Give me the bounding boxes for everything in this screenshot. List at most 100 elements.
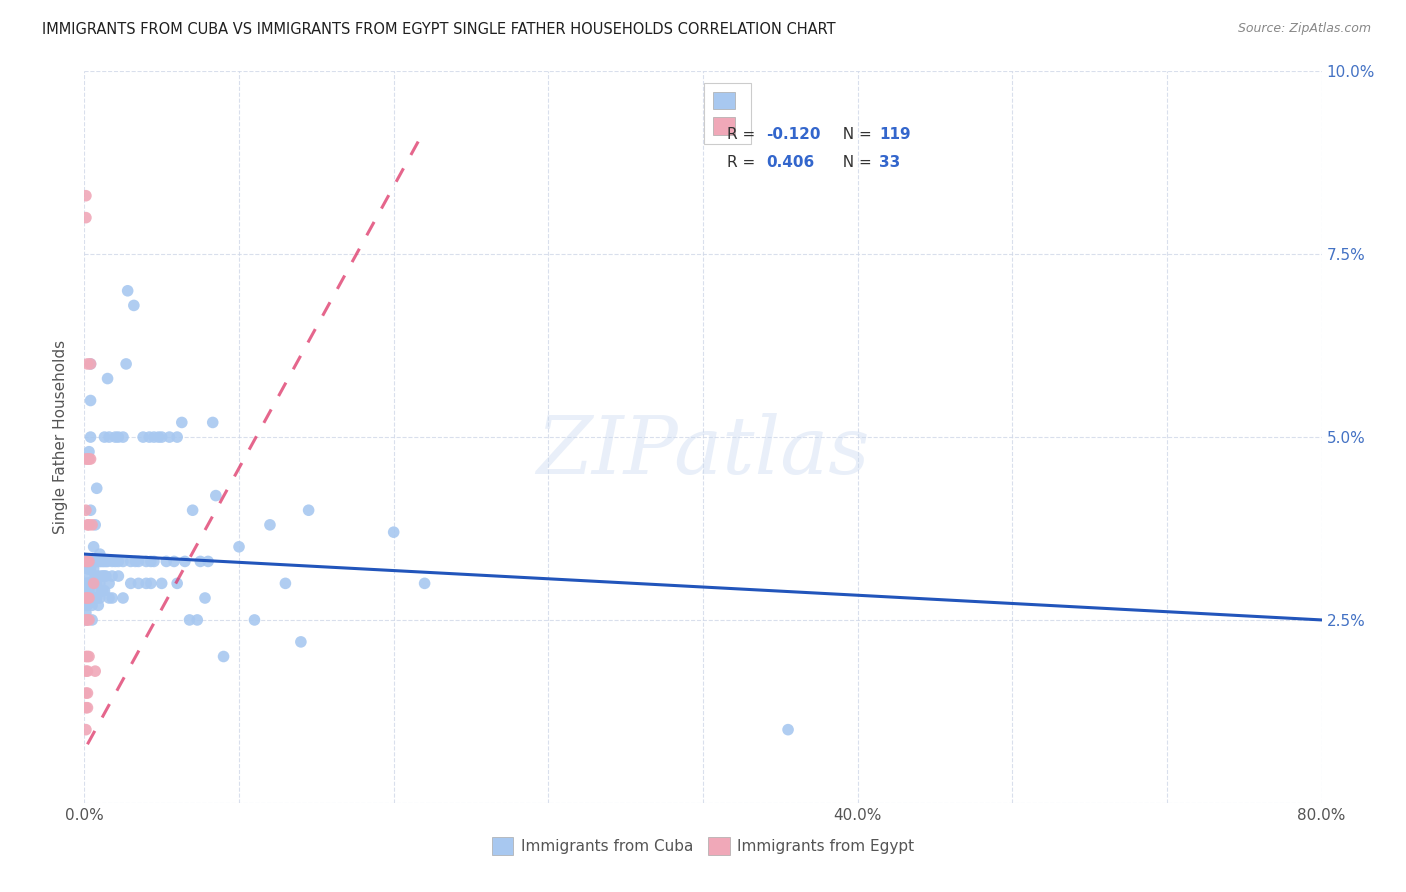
Point bbox=[139, 576, 162, 591]
Point bbox=[115, 357, 138, 371]
Point bbox=[84, 569, 107, 583]
Point bbox=[76, 591, 98, 605]
Point bbox=[90, 554, 112, 568]
Point bbox=[79, 452, 101, 467]
Point bbox=[132, 430, 155, 444]
Point bbox=[117, 284, 139, 298]
Point bbox=[139, 554, 162, 568]
Point bbox=[84, 554, 107, 568]
Point bbox=[75, 686, 97, 700]
Legend: Immigrants from Cuba, Immigrants from Egypt: Immigrants from Cuba, Immigrants from Eg… bbox=[485, 831, 921, 861]
Point bbox=[76, 591, 98, 605]
Text: N =: N = bbox=[832, 128, 876, 142]
Point bbox=[89, 591, 111, 605]
Text: R =: R = bbox=[727, 128, 761, 142]
Point bbox=[93, 583, 115, 598]
Point bbox=[84, 591, 107, 605]
Point bbox=[135, 576, 157, 591]
Point bbox=[75, 613, 97, 627]
Point bbox=[75, 583, 97, 598]
Point bbox=[84, 664, 107, 678]
Point bbox=[93, 430, 115, 444]
Point bbox=[197, 554, 219, 568]
Point bbox=[159, 430, 180, 444]
Point bbox=[77, 562, 100, 576]
Point bbox=[83, 576, 105, 591]
Point bbox=[76, 517, 98, 532]
Point bbox=[143, 430, 166, 444]
Point bbox=[75, 599, 97, 613]
Point bbox=[91, 583, 114, 598]
Point bbox=[413, 576, 436, 591]
Point bbox=[98, 591, 121, 605]
Point bbox=[228, 540, 250, 554]
Point bbox=[79, 357, 101, 371]
Point bbox=[82, 517, 104, 532]
Point bbox=[94, 554, 117, 568]
Point bbox=[212, 649, 235, 664]
Point bbox=[77, 613, 100, 627]
Point bbox=[83, 576, 105, 591]
Point bbox=[79, 576, 101, 591]
Point bbox=[243, 613, 266, 627]
Point bbox=[86, 481, 108, 495]
Point bbox=[83, 554, 105, 568]
Point bbox=[90, 569, 112, 583]
Point bbox=[76, 599, 98, 613]
Point bbox=[76, 562, 98, 576]
Point bbox=[143, 554, 166, 568]
Point bbox=[96, 371, 118, 385]
Point bbox=[91, 569, 114, 583]
Point bbox=[96, 554, 118, 568]
Point bbox=[87, 554, 110, 568]
Point bbox=[77, 517, 100, 532]
Point bbox=[82, 554, 104, 568]
Point bbox=[138, 430, 160, 444]
Point bbox=[77, 649, 100, 664]
Text: ZIPatlas: ZIPatlas bbox=[536, 413, 870, 491]
Point bbox=[76, 613, 98, 627]
Point bbox=[274, 576, 297, 591]
Point bbox=[107, 430, 129, 444]
Point bbox=[94, 569, 117, 583]
Point bbox=[104, 430, 127, 444]
Point bbox=[76, 576, 98, 591]
Point bbox=[179, 613, 201, 627]
Point bbox=[297, 503, 319, 517]
Point bbox=[76, 649, 98, 664]
Point bbox=[83, 591, 105, 605]
Point bbox=[77, 554, 100, 568]
Point bbox=[86, 591, 108, 605]
Point bbox=[77, 591, 100, 605]
Point bbox=[87, 569, 110, 583]
Point bbox=[76, 452, 98, 467]
Point bbox=[75, 503, 97, 517]
Text: N =: N = bbox=[832, 155, 876, 170]
Point bbox=[84, 517, 107, 532]
Point bbox=[101, 569, 124, 583]
Point bbox=[76, 700, 98, 714]
Point bbox=[82, 613, 104, 627]
Point bbox=[188, 554, 211, 568]
Point bbox=[75, 554, 97, 568]
Point bbox=[83, 540, 105, 554]
Point bbox=[75, 649, 97, 664]
Point bbox=[89, 547, 111, 561]
Point bbox=[76, 664, 98, 678]
Text: R =: R = bbox=[727, 155, 761, 170]
Point bbox=[77, 554, 100, 568]
Text: -0.120: -0.120 bbox=[766, 128, 821, 142]
Point bbox=[82, 599, 104, 613]
Point bbox=[155, 554, 177, 568]
Point bbox=[75, 613, 97, 627]
Point bbox=[82, 576, 104, 591]
Point bbox=[90, 583, 112, 598]
Point bbox=[259, 517, 281, 532]
Point bbox=[89, 554, 111, 568]
Point bbox=[79, 393, 101, 408]
Point bbox=[174, 554, 197, 568]
Point bbox=[77, 583, 100, 598]
Point bbox=[76, 583, 98, 598]
Point bbox=[101, 554, 124, 568]
Point bbox=[150, 430, 173, 444]
